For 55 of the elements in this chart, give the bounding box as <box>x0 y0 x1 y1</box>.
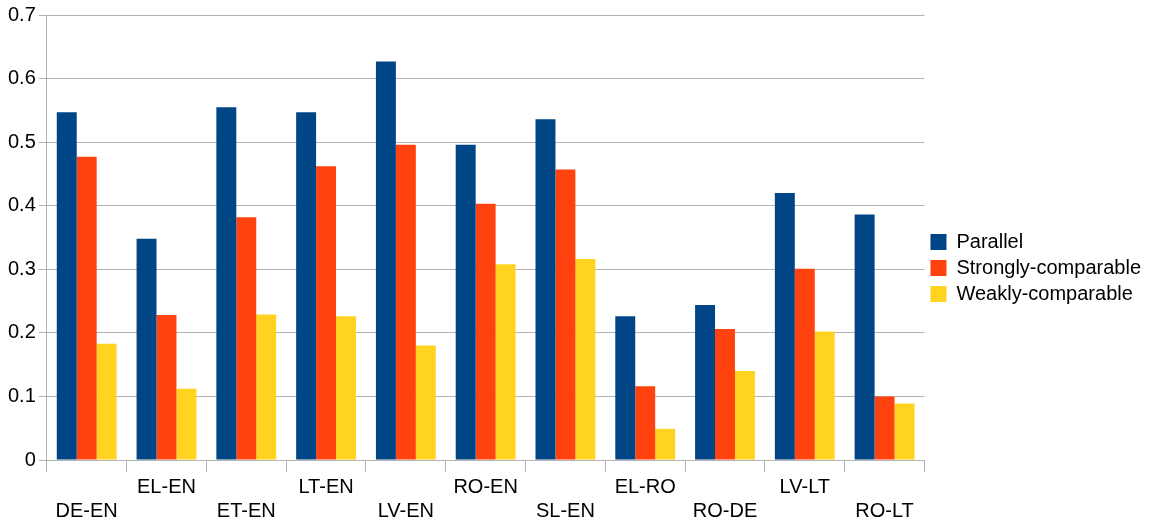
y-tick-label: 0.1 <box>7 383 36 406</box>
bar <box>176 388 197 460</box>
legend-label: Weakly-comparable <box>956 281 1133 304</box>
bar <box>256 314 277 460</box>
bar <box>635 386 656 460</box>
bar <box>156 315 177 460</box>
bar <box>854 214 875 460</box>
bar <box>495 264 516 460</box>
bar <box>794 268 815 460</box>
x-tick-label: EL-RO <box>614 474 676 497</box>
y-tick-label: 0.4 <box>7 193 36 216</box>
bar <box>216 107 237 460</box>
x-tick-label: RO-DE <box>692 498 758 521</box>
x-tick-label: RO-EN <box>453 474 518 497</box>
bar <box>615 316 636 460</box>
bar <box>475 203 496 460</box>
y-tick-label: 0.7 <box>7 2 36 25</box>
bar <box>695 304 716 460</box>
bar <box>894 403 915 460</box>
bar <box>56 112 77 460</box>
y-tick-label: 0.3 <box>7 256 36 279</box>
y-tick-label: 0.2 <box>7 320 36 343</box>
bar <box>236 217 257 460</box>
bar <box>774 193 795 460</box>
y-tick-label: 0 <box>24 447 36 470</box>
legend-label: Parallel <box>956 229 1024 252</box>
bar <box>136 238 157 460</box>
bar <box>296 112 317 460</box>
x-tick-label: LV-LT <box>779 474 830 497</box>
bar <box>395 144 416 460</box>
x-tick-label: RO-LT <box>855 498 914 521</box>
y-tick-label: 0.5 <box>7 129 36 152</box>
y-tick-label: 0.6 <box>7 66 36 89</box>
bar <box>715 329 735 460</box>
bar <box>76 156 97 460</box>
bar <box>655 428 676 460</box>
bar <box>734 371 755 460</box>
bar <box>575 259 596 460</box>
bar <box>375 61 396 460</box>
bar <box>455 144 476 460</box>
x-tick-label: EL-EN <box>137 474 196 497</box>
bar <box>336 316 356 460</box>
x-tick-label: ET-EN <box>216 498 276 521</box>
bar <box>874 396 895 460</box>
x-tick-label: LT-EN <box>298 474 354 497</box>
x-tick-label: SL-EN <box>535 498 595 521</box>
bar <box>814 331 835 460</box>
bar <box>415 345 436 460</box>
x-tick-label: LV-EN <box>377 498 435 521</box>
bar <box>555 169 576 460</box>
x-tick-label: DE-EN <box>55 498 118 521</box>
legend-label: Strongly-comparable <box>956 255 1141 278</box>
bar <box>96 343 117 460</box>
bar <box>535 119 556 460</box>
bar <box>316 166 337 460</box>
